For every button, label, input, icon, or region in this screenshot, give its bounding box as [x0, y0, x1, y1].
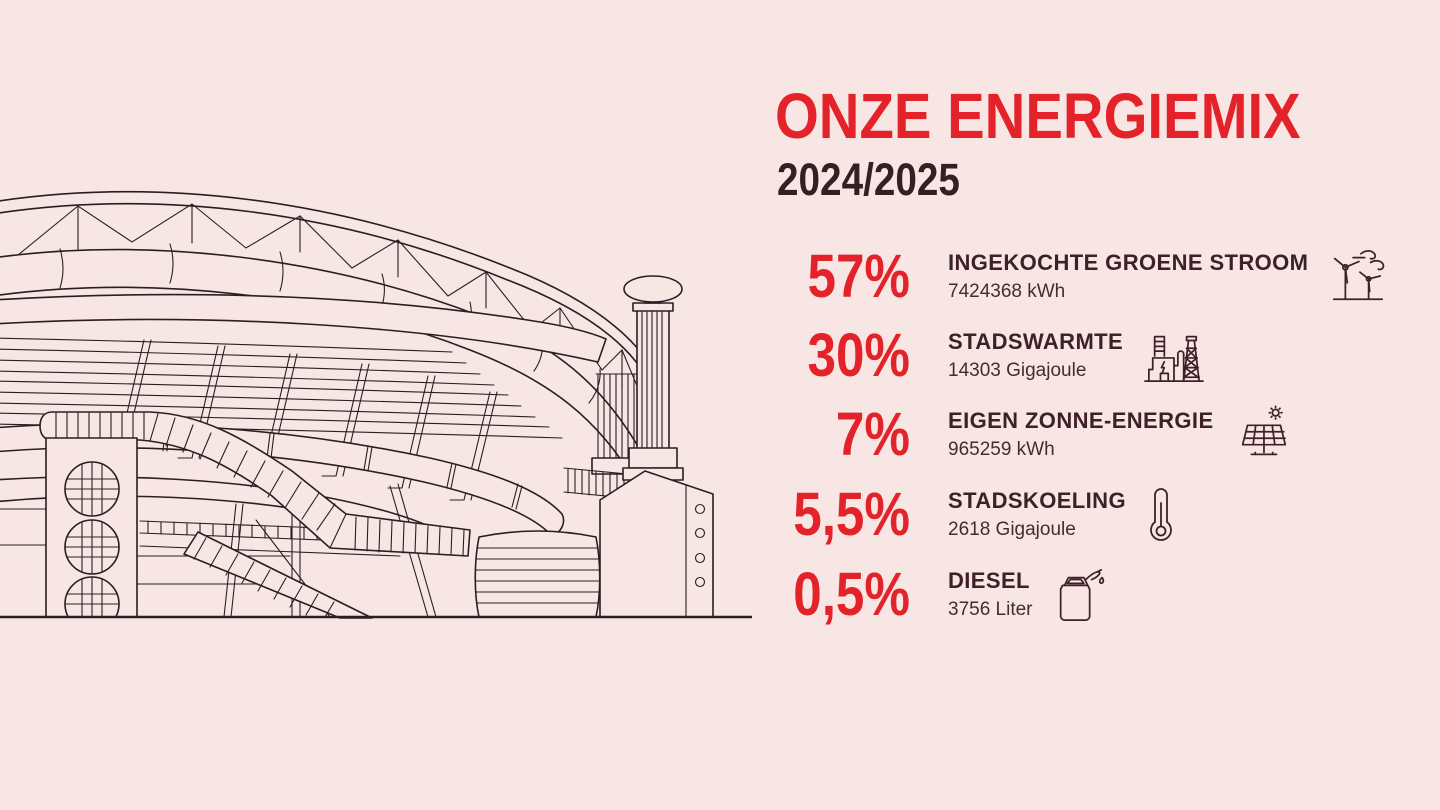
percentage: 57% [807, 242, 910, 311]
district-heating-plant-icon [1141, 327, 1207, 385]
round-window [64, 461, 120, 517]
stat-label: STADSWARMTE [948, 328, 1124, 354]
stadium-illustration [0, 190, 752, 619]
percentage: 0,5% [793, 560, 910, 629]
percentage: 7% [835, 400, 910, 469]
stat-value: 14303 Gigajoule [948, 360, 1087, 382]
wind-turbines-icon [1326, 246, 1388, 308]
stat-value: 2618 Gigajoule [948, 519, 1076, 541]
striped-cylinder [474, 530, 601, 618]
percentage: 30% [807, 321, 910, 390]
round-window [64, 519, 120, 575]
landmark-column [622, 275, 684, 481]
round-window [64, 576, 120, 617]
stadium-line-drawing [0, 190, 752, 619]
upper-beam [0, 293, 607, 363]
jerry-can-icon [1051, 564, 1109, 626]
stat-value: 7424368 kWh [948, 281, 1066, 303]
roof-truss [0, 190, 665, 491]
thermometer-icon [1144, 483, 1178, 547]
stat-row-district-heating: 30% STADSWARMTE 14303 Gigajoule [742, 325, 1440, 387]
stat-value: 3756 Liter [948, 599, 1033, 621]
energy-mix-list: 57% INGEKOCHTE GROENE STROOM 7424368 kWh [742, 246, 1440, 643]
right-wall [599, 470, 714, 618]
louver-wall [0, 337, 563, 501]
right-structures [563, 275, 714, 618]
stat-label: STADSKOELING [948, 487, 1126, 513]
stat-value: 965259 kWh [948, 439, 1055, 461]
solar-panel-sun-icon [1232, 404, 1294, 466]
ramp-upper [39, 411, 471, 557]
stat-row-diesel: 0,5% DIESEL 3756 Liter [742, 564, 1440, 626]
stat-label: EIGEN ZONNE-ENERGIE [948, 407, 1214, 433]
stat-label: DIESEL [948, 567, 1030, 593]
percentage: 5,5% [793, 480, 910, 549]
corner-tower [45, 437, 138, 618]
header: ONZE ENERGIEMIX 2024/2025 [742, 84, 1432, 202]
page-title: ONZE ENERGIEMIX [775, 80, 1301, 152]
stat-row-district-cooling: 5,5% STADSKOELING 2618 Gigajoule [742, 483, 1440, 547]
season-subtitle: 2024/2025 [777, 154, 960, 205]
stat-label: INGEKOCHTE GROENE STROOM [948, 249, 1309, 275]
stat-row-solar: 7% EIGEN ZONNE-ENERGIE 965259 kWh [742, 404, 1440, 466]
stat-row-green-power: 57% INGEKOCHTE GROENE STROOM 7424368 kWh [742, 246, 1440, 308]
